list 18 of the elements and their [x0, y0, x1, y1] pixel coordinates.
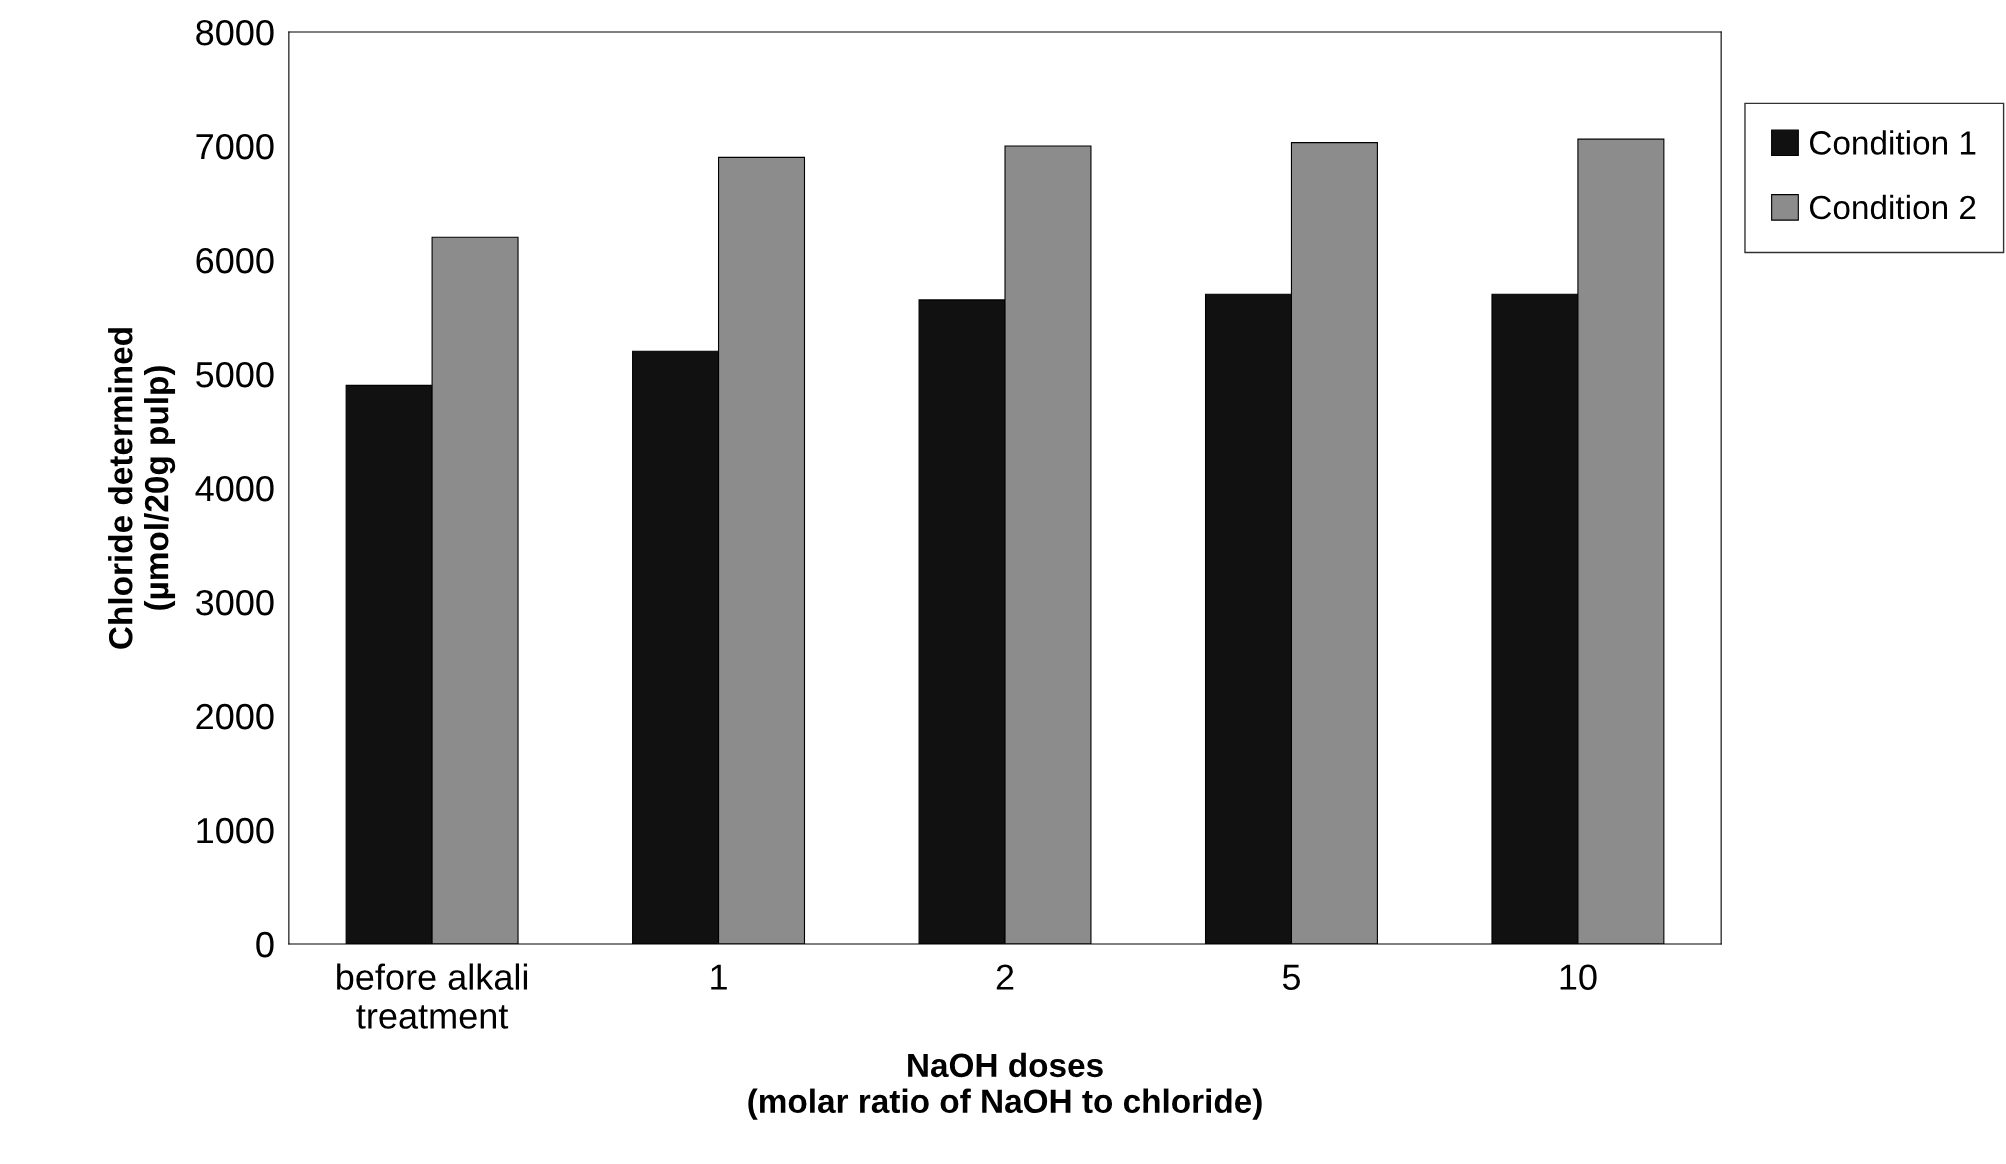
y-tick-label: 1000: [197, 817, 274, 844]
x-tick-label: before alkali treatment: [337, 963, 528, 1029]
x-tick-label: 2: [996, 964, 1014, 990]
x-tick-label: 5: [1282, 964, 1300, 990]
x-tick-label: 1: [711, 964, 727, 990]
y-tick-label: 5000: [196, 361, 274, 388]
y-tick-label: 2000: [196, 703, 274, 730]
y-tick-label: 7000: [196, 133, 274, 160]
x-axis-title: NaOH doses (molar ratio of NaOH to chloride): [748, 1052, 1262, 1120]
x-tick-label: 10: [1560, 964, 1597, 990]
y-axis-title: Chloride determined (µmol/20g pulp): [108, 328, 176, 649]
y-tick-label: 8000: [196, 19, 274, 46]
legend-label: Condition 2: [1810, 194, 1976, 220]
y-tick-label: 0: [256, 931, 274, 958]
legend-label: Condition 1: [1810, 130, 1976, 155]
y-tick-label: 4000: [195, 475, 274, 502]
y-tick-label: 3000: [196, 589, 274, 616]
y-tick-label: 6000: [196, 247, 274, 274]
